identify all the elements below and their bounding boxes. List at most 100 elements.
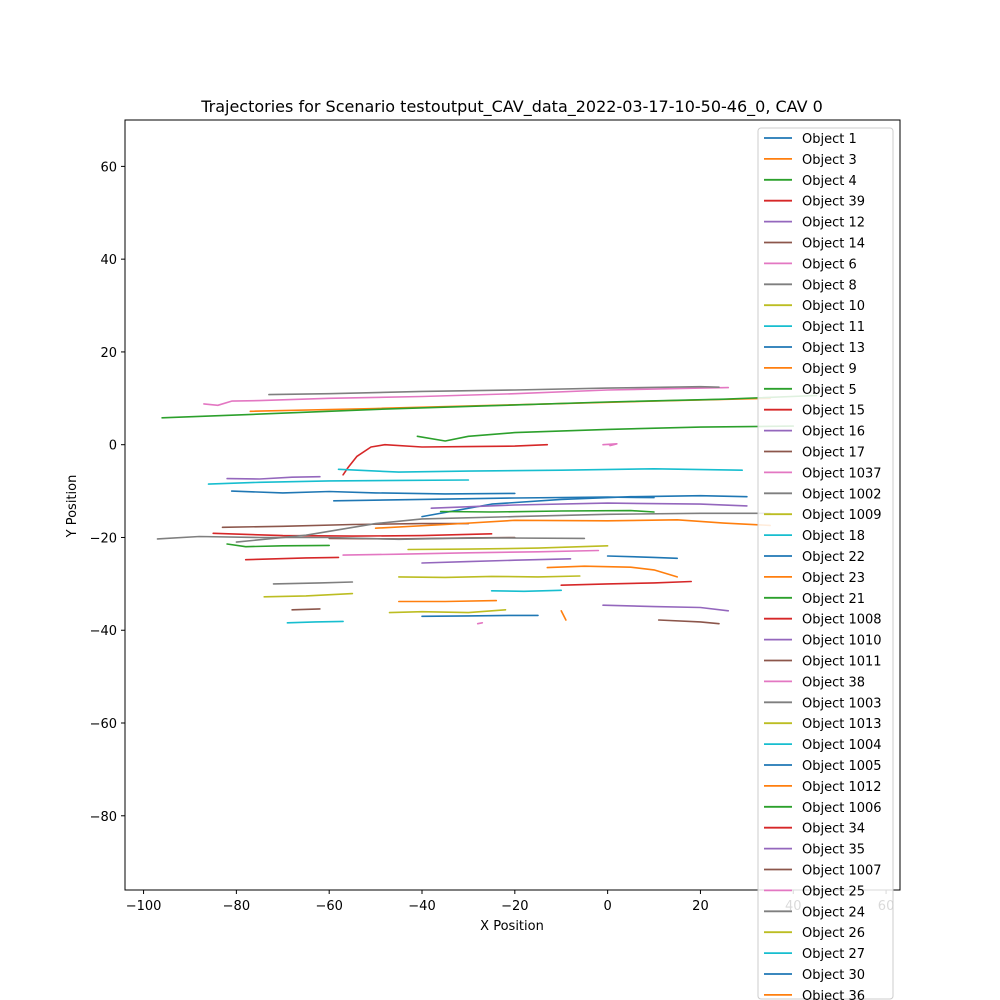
legend-label: Object 1013 [802,717,882,732]
legend-label: Object 26 [802,926,865,941]
legend-label: Object 21 [802,592,865,607]
trajectory-line [230,490,516,495]
legend-label: Object 1010 [802,634,882,649]
trajectory-line [602,442,618,447]
legend-label: Object 1012 [802,780,882,795]
trajectory-line [421,614,539,618]
legend-label: Object 1004 [802,738,882,753]
x-tick-label: −40 [408,899,435,914]
trajectory-line [244,556,340,561]
trajectory-line [207,479,470,485]
x-tick-label: 20 [692,899,709,914]
legend-label: Object 1006 [802,801,882,816]
trajectory-line [397,575,581,579]
legend-label: Object 1 [802,132,857,147]
legend-label: Object 12 [802,216,865,231]
legend-label: Object 1007 [802,864,882,879]
legend-label: Object 11 [802,320,865,335]
legend: Object 1 Object 3 Object 4 Object 39 Object … [757,127,894,1000]
y-tick-label: −40 [90,624,117,639]
legend-label: Object 8 [802,278,857,293]
trajectory-line [560,580,693,587]
x-tick-label: −20 [501,899,528,914]
plot-area [156,385,818,625]
trajectory-line [374,518,771,530]
trajectory-line [342,549,600,556]
legend-label: Object 27 [802,947,865,962]
legend-label: Object 3 [802,153,857,168]
legend-label: Object 1011 [802,655,882,670]
trajectory-line [407,544,609,551]
trajectory-line [421,557,572,564]
legend-label: Object 5 [802,383,857,398]
y-tick-label: −20 [90,531,117,546]
y-tick-label: −60 [90,717,117,732]
trajectory-line [263,592,354,598]
legend-label: Object 15 [802,404,865,419]
trajectory-line [226,475,321,480]
chart-title: Trajectories for Scenario testoutput_CAV… [200,97,823,117]
y-tick-label: 60 [100,160,117,175]
y-axis-label: Y Position [65,475,80,539]
y-tick-label: 20 [100,346,117,361]
legend-label: Object 1003 [802,696,882,711]
trajectory-line [546,565,679,578]
trajectory-line [203,386,730,407]
y-tick-label: 40 [100,253,117,268]
trajectory-line [416,425,795,442]
trajectory-line [272,581,354,585]
trajectory-line [439,509,655,513]
trajectory-line [657,619,720,625]
x-tick-label: −80 [223,899,250,914]
legend-label: Object 4 [802,174,857,189]
trajectory-line [156,535,586,541]
trajectory-line [490,589,563,593]
trajectory-line [397,599,498,603]
trajectory-line [606,555,679,560]
trajectory-line [212,532,493,537]
trajectory-line [286,620,344,624]
legend-label: Object 35 [802,843,865,858]
legend-label: Object 1005 [802,759,882,774]
legend-label: Object 24 [802,905,865,920]
legend-label: Object 38 [802,675,865,690]
legend-label: Object 14 [802,237,865,252]
trajectory-line [268,385,720,396]
x-tick-label: 0 [603,899,611,914]
legend-label: Object 16 [802,425,865,440]
trajectory-line [476,621,484,625]
legend-label: Object 30 [802,968,865,983]
legend-label: Object 34 [802,822,865,837]
legend-label: Object 1037 [802,466,882,481]
legend-label: Object 22 [802,550,865,565]
legend-label: Object 39 [802,195,865,210]
legend-label: Object 10 [802,299,865,314]
legend-label: Object 13 [802,341,865,356]
trajectory-line [221,522,470,529]
legend-label: Object 1008 [802,613,882,628]
legend-label: Object 25 [802,884,865,899]
trajectory-line [337,467,744,473]
x-axis-label: X Position [480,919,544,934]
legend-label: Object 23 [802,571,865,586]
x-tick-label: −100 [126,899,162,914]
trajectory-line [388,608,507,614]
y-tick-label: −80 [90,810,117,825]
x-tick-label: −60 [315,899,342,914]
trajectory-line [226,543,331,548]
y-tick-label: 0 [109,439,117,454]
legend-label: Object 1002 [802,487,882,502]
legend-label: Object 1009 [802,508,882,523]
legend-label: Object 18 [802,529,865,544]
trajectory-line [560,609,567,621]
legend-label: Object 9 [802,362,857,377]
trajectory-line [235,512,771,543]
trajectory-line [602,604,730,612]
trajectory-line [430,502,748,510]
trajectory-line [342,443,549,476]
legend-label: Object 6 [802,257,857,272]
trajectory-line [332,496,655,502]
axes-frame [124,119,901,891]
legend-label: Object 36 [802,989,865,1000]
